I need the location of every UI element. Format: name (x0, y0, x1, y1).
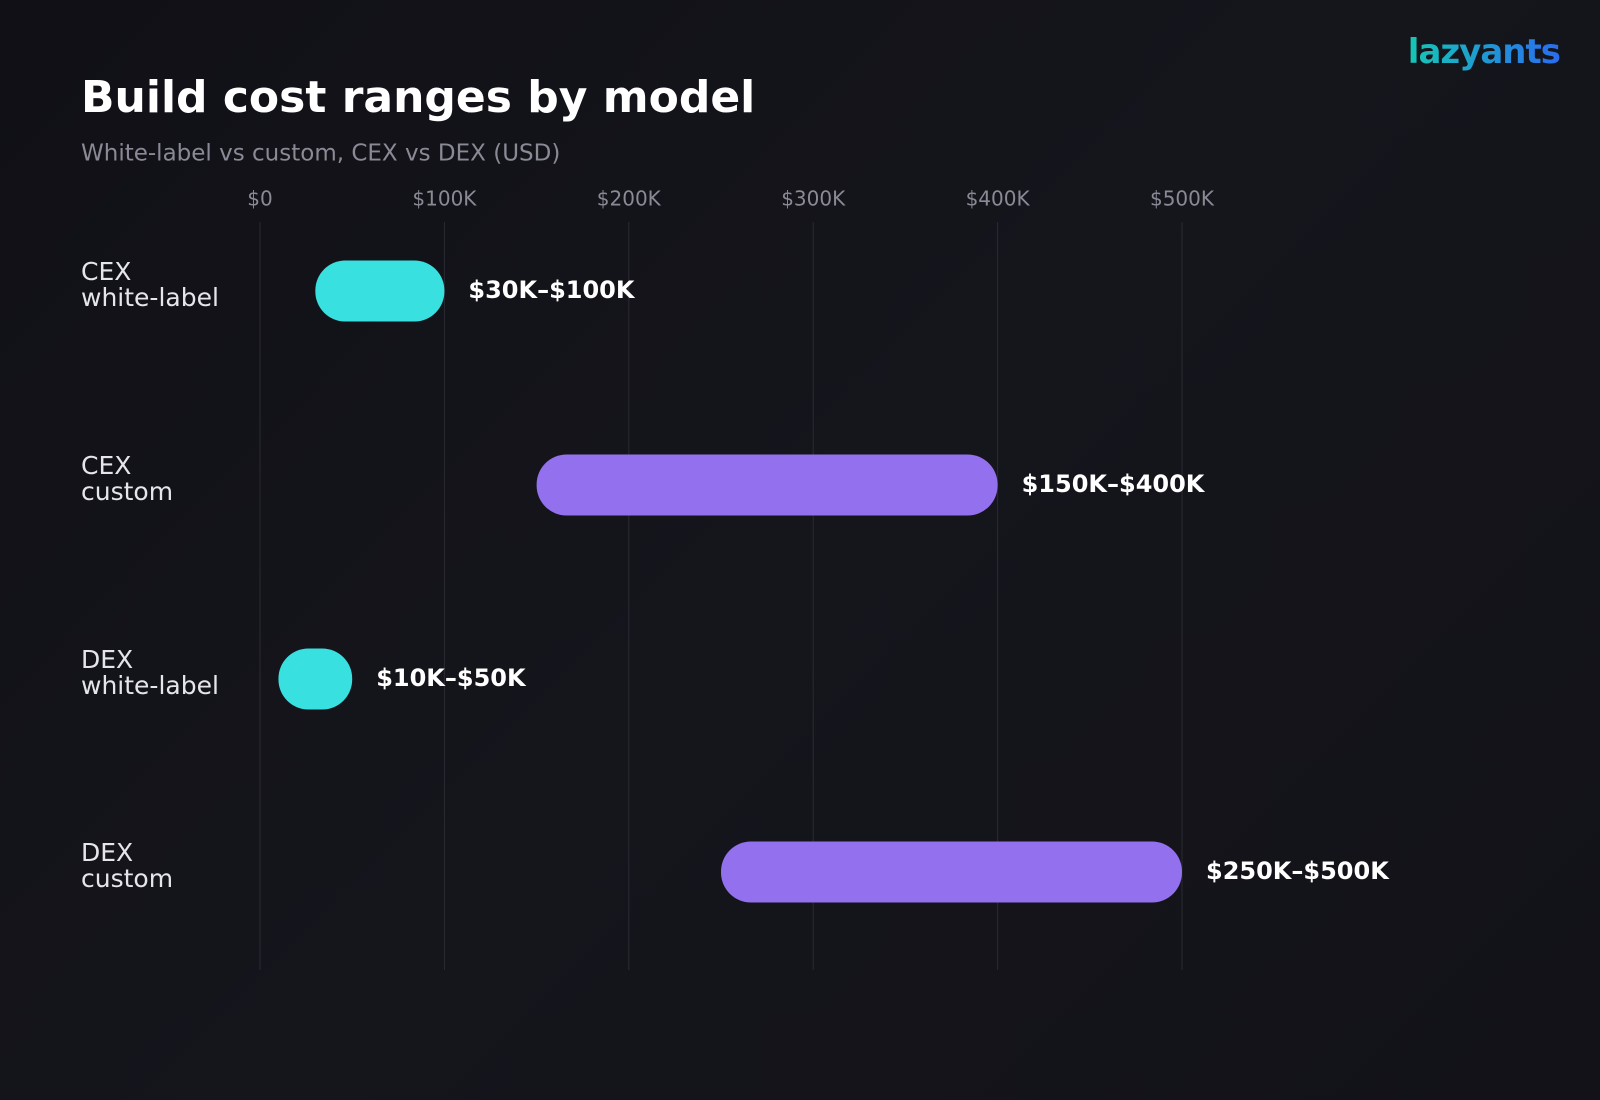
x-tick-label: $400K (966, 187, 1031, 211)
range-bar (721, 841, 1182, 903)
range-bar (278, 648, 353, 710)
category-label: DEX custom (81, 838, 174, 893)
value-label: $250K–$500K (1206, 857, 1390, 885)
brand-logo: lazyants (1407, 32, 1561, 72)
chart-title: Build cost ranges by model (81, 72, 755, 123)
x-tick-label: $200K (597, 187, 662, 211)
value-label: $150K–$400K (1022, 470, 1206, 498)
range-bar (536, 454, 998, 516)
category-label: CEX white-label (81, 257, 219, 312)
range-bar (315, 260, 445, 322)
value-label: $10K–$50K (376, 664, 527, 692)
category-label: DEX white-label (81, 645, 219, 700)
x-tick-label: $100K (412, 187, 477, 211)
chart-subtitle: White-label vs custom, CEX vs DEX (USD) (81, 141, 560, 167)
x-tick-label: $0 (247, 187, 272, 211)
category-label: CEX custom (81, 451, 174, 506)
value-label: $30K–$100K (468, 276, 635, 304)
x-tick-label: $300K (781, 187, 846, 211)
x-tick-label: $500K (1150, 187, 1215, 211)
